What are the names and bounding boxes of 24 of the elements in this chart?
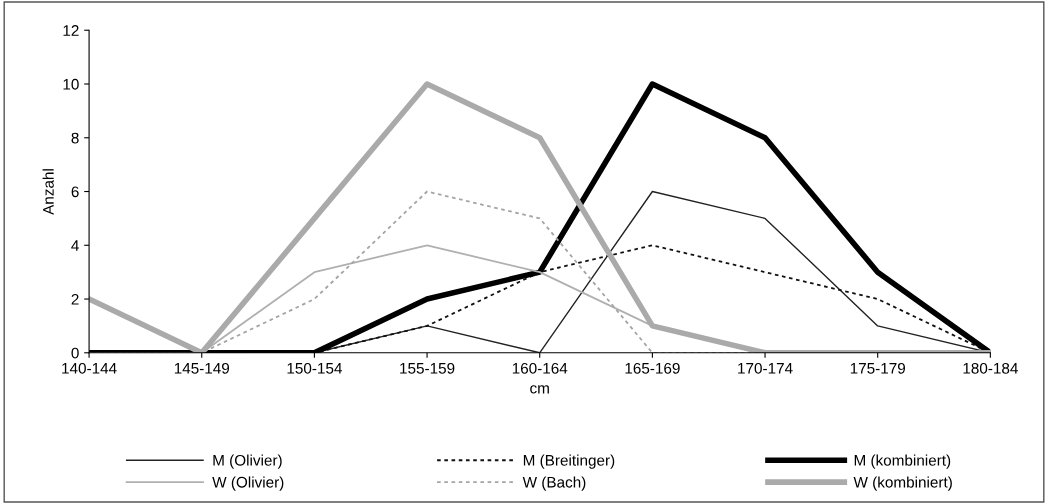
x-tick-label: 150-154 — [287, 362, 342, 374]
legend-label: W (kombiniert) — [853, 476, 952, 491]
y-tick-label: 12 — [63, 25, 79, 36]
legend-label: M (kombiniert) — [854, 454, 951, 469]
legend-label: M (Breitinger) — [523, 454, 615, 469]
x-tick-label: 175-179 — [850, 362, 906, 374]
x-tick-label: 180-184 — [963, 362, 1018, 374]
x-tick-label: 170-174 — [738, 362, 793, 374]
x-tick-label: 140-144 — [62, 362, 117, 374]
x-tick-label: 145-149 — [174, 362, 230, 374]
y-tick-label: 0 — [71, 347, 79, 359]
legend-label: M (Olivier) — [213, 454, 282, 469]
y-tick-label: 2 — [71, 293, 79, 305]
y-axis-title: Anzahl — [42, 169, 54, 215]
x-tick-label: 160-164 — [512, 362, 568, 374]
x-tick-label: 155-159 — [400, 362, 455, 374]
y-tick-label: 6 — [71, 186, 79, 198]
legend-label: W (Bach) — [522, 476, 586, 491]
y-tick-label: 10 — [63, 78, 79, 90]
y-tick-label: 8 — [71, 132, 79, 144]
legend-label: W (Olivier) — [212, 476, 284, 491]
x-tick-label: 165-169 — [625, 362, 680, 374]
y-tick-label: 4 — [71, 240, 79, 251]
x-axis-title: cm — [530, 385, 549, 394]
